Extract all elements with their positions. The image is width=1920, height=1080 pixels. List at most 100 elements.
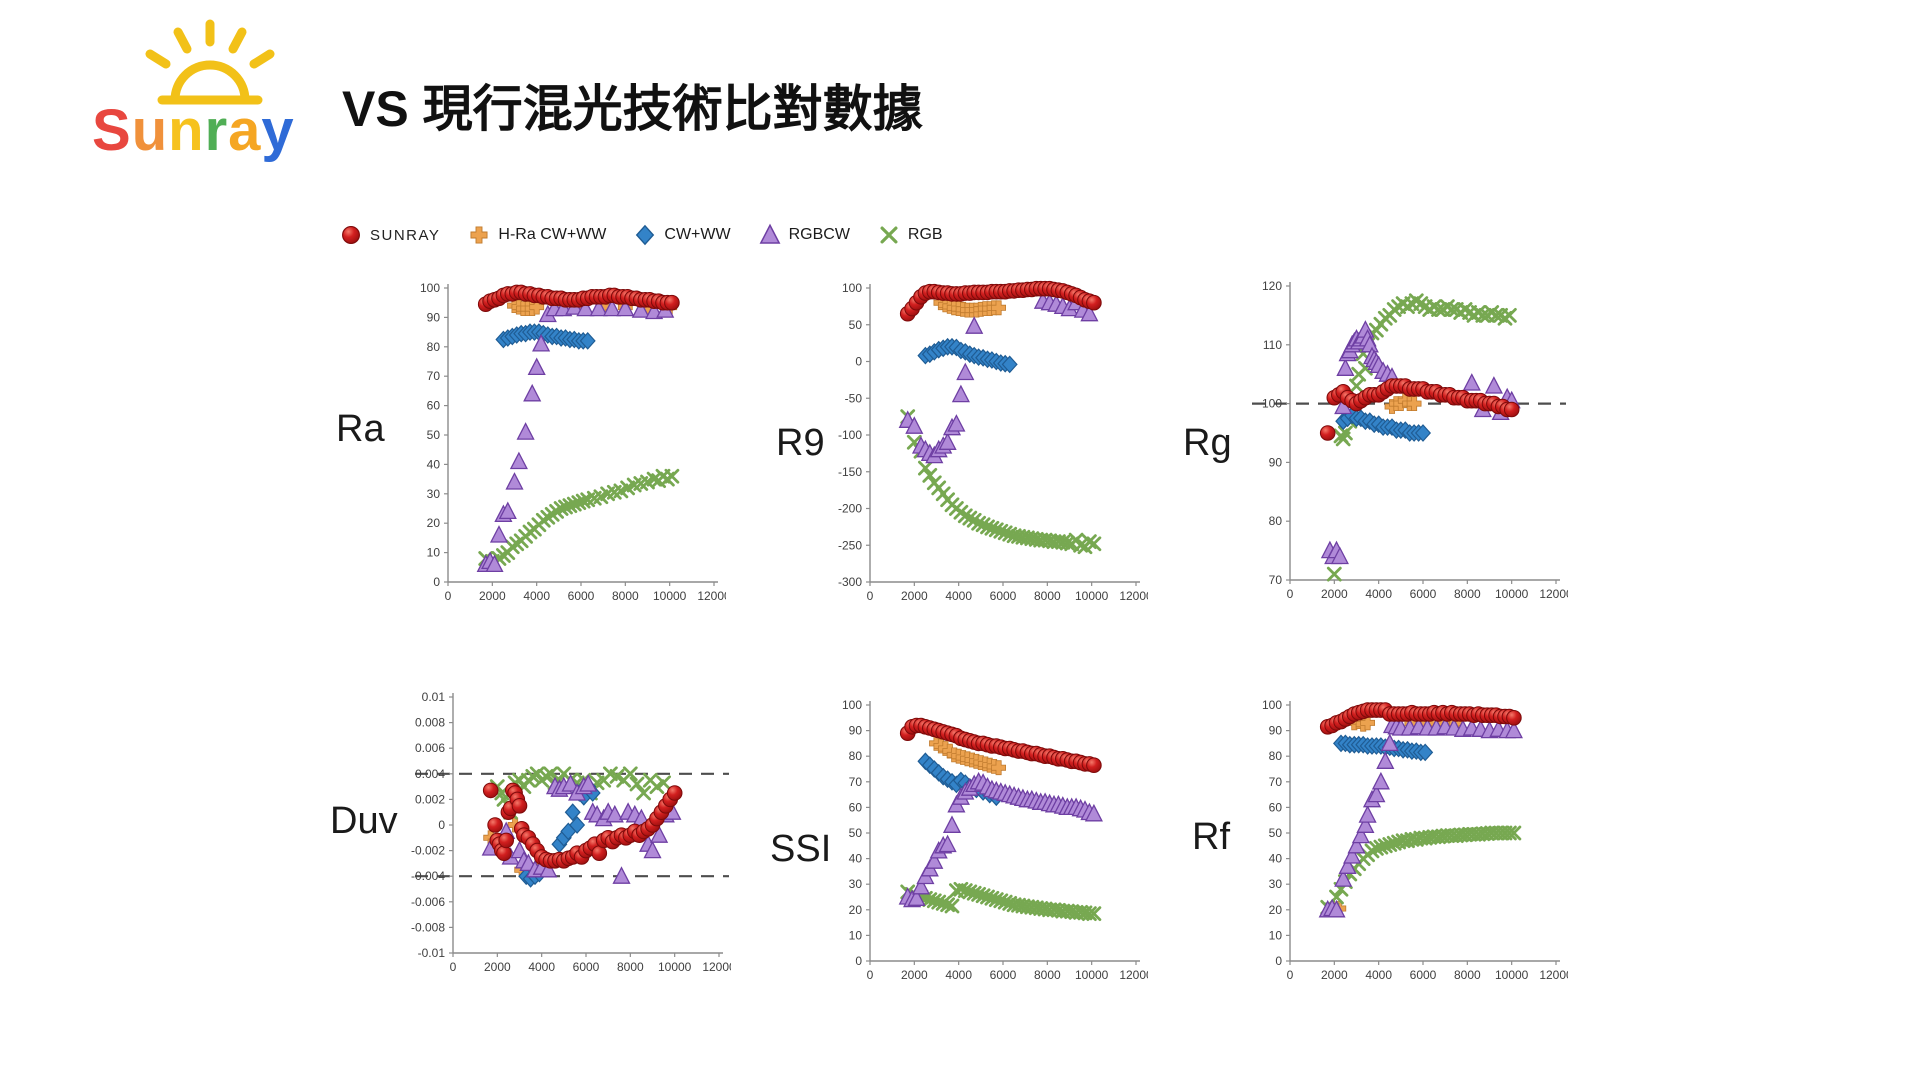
diamond-marker-icon: [636, 224, 655, 246]
legend-item-rgbcw: RGBCW: [757, 222, 850, 248]
svg-text:-300: -300: [838, 575, 862, 589]
svg-text:60: 60: [849, 800, 863, 814]
chart-ssi: 0 10 20 30 40 50 60 70 80 90 100 0 2000 4000 6000 8000 1…: [842, 698, 1148, 982]
svg-text:6000: 6000: [1410, 968, 1437, 982]
svg-text:10000: 10000: [658, 960, 692, 974]
chart-label-rg: Rg: [1183, 422, 1232, 464]
logo-wordmark: Sunray: [92, 98, 295, 163]
chart-r9: -300 -250 -200 -150 -100 -50 0 50 100 0 2000 4000 60…: [838, 280, 1148, 603]
legend-label: H-Ra CW+WW: [498, 226, 607, 243]
svg-text:8000: 8000: [1034, 968, 1061, 982]
chart-label-duv: Duv: [330, 800, 398, 842]
svg-text:0: 0: [1287, 968, 1294, 982]
svg-text:-0.002: -0.002: [411, 844, 445, 858]
svg-text:30: 30: [1269, 877, 1283, 891]
svg-text:10: 10: [1269, 928, 1283, 942]
svg-text:80: 80: [1269, 749, 1283, 763]
svg-text:40: 40: [427, 457, 441, 471]
svg-text:-0.008: -0.008: [411, 920, 445, 934]
svg-text:20: 20: [849, 903, 863, 917]
chart-ra: 0 10 20 30 40 50 60 70 80 90 100 0 2000 4000 6000 8000 1…: [420, 281, 726, 603]
svg-text:100: 100: [842, 698, 862, 712]
chart-label-ssi: SSI: [770, 828, 832, 870]
svg-text:0: 0: [867, 968, 874, 982]
svg-text:0.006: 0.006: [415, 741, 445, 755]
svg-text:0: 0: [445, 589, 452, 603]
svg-text:-0.006: -0.006: [411, 895, 445, 909]
svg-text:80: 80: [427, 340, 441, 354]
svg-text:90: 90: [427, 310, 441, 324]
svg-text:-250: -250: [838, 538, 862, 552]
sun-icon: [145, 19, 275, 105]
page-title: VS 現行混光技術比對數據: [342, 81, 923, 137]
svg-text:4000: 4000: [945, 589, 972, 603]
svg-text:2000: 2000: [479, 589, 506, 603]
svg-text:10000: 10000: [1495, 968, 1529, 982]
svg-text:4000: 4000: [528, 960, 555, 974]
legend-label: SUNRAY: [370, 226, 441, 244]
svg-text:90: 90: [1269, 455, 1283, 469]
svg-text:6000: 6000: [568, 589, 595, 603]
svg-text:4000: 4000: [1365, 587, 1392, 601]
legend-item-sunray: SUNRAY: [338, 222, 440, 248]
svg-text:60: 60: [427, 399, 441, 413]
svg-text:30: 30: [427, 487, 441, 501]
svg-text:8000: 8000: [1454, 968, 1481, 982]
svg-text:4000: 4000: [945, 968, 972, 982]
chart-rg: 70 80 90 100 110 120 0 2000 4000 6000 8000 10000 120…: [1252, 279, 1568, 601]
svg-text:10000: 10000: [653, 589, 687, 603]
sunray-marker-icon: [342, 226, 360, 244]
svg-text:-150: -150: [838, 465, 862, 479]
svg-text:-0.01: -0.01: [418, 946, 446, 960]
svg-text:2000: 2000: [901, 589, 928, 603]
svg-text:0: 0: [433, 575, 440, 589]
svg-text:10: 10: [427, 546, 441, 560]
svg-text:6000: 6000: [990, 968, 1017, 982]
legend-item-rgb: RGB: [876, 222, 943, 248]
svg-text:6000: 6000: [1410, 587, 1437, 601]
svg-text:70: 70: [1269, 573, 1283, 587]
svg-text:50: 50: [427, 428, 441, 442]
svg-text:-200: -200: [838, 502, 862, 516]
svg-text:8000: 8000: [1034, 589, 1061, 603]
svg-text:8000: 8000: [617, 960, 644, 974]
svg-text:120: 120: [1262, 279, 1282, 293]
svg-text:0: 0: [1287, 587, 1294, 601]
svg-text:100: 100: [420, 281, 440, 295]
svg-text:0: 0: [855, 355, 862, 369]
svg-text:2000: 2000: [1321, 968, 1348, 982]
svg-text:80: 80: [1269, 514, 1283, 528]
svg-text:70: 70: [1269, 775, 1283, 789]
svg-text:2000: 2000: [484, 960, 511, 974]
svg-text:50: 50: [1269, 826, 1283, 840]
chart-label-r9: R9: [776, 422, 825, 464]
svg-text:10000: 10000: [1075, 968, 1109, 982]
chart-label-ra: Ra: [336, 408, 385, 450]
svg-text:4000: 4000: [1365, 968, 1392, 982]
svg-text:0: 0: [855, 954, 862, 968]
legend-item-cwww: CW+WW: [632, 222, 731, 248]
svg-text:-0.004: -0.004: [411, 869, 445, 883]
svg-text:110: 110: [1263, 338, 1282, 352]
svg-text:0: 0: [867, 589, 874, 603]
svg-text:50: 50: [849, 826, 863, 840]
svg-text:40: 40: [1269, 852, 1283, 866]
chart-rf: 0 10 20 30 40 50 60 70 80 90 100 0 2000 4000 6000 8000 1…: [1262, 698, 1568, 982]
triangle-marker-icon: [759, 223, 781, 244]
svg-text:10: 10: [849, 928, 863, 942]
svg-text:8000: 8000: [1454, 587, 1481, 601]
svg-text:-50: -50: [845, 391, 863, 405]
svg-text:30: 30: [849, 877, 863, 891]
svg-text:0: 0: [1275, 954, 1282, 968]
svg-text:6000: 6000: [573, 960, 600, 974]
svg-text:90: 90: [1269, 724, 1283, 738]
svg-text:0.004: 0.004: [415, 767, 445, 781]
legend-label: RGB: [907, 226, 943, 243]
svg-text:-100: -100: [838, 428, 862, 442]
svg-text:90: 90: [849, 724, 863, 738]
